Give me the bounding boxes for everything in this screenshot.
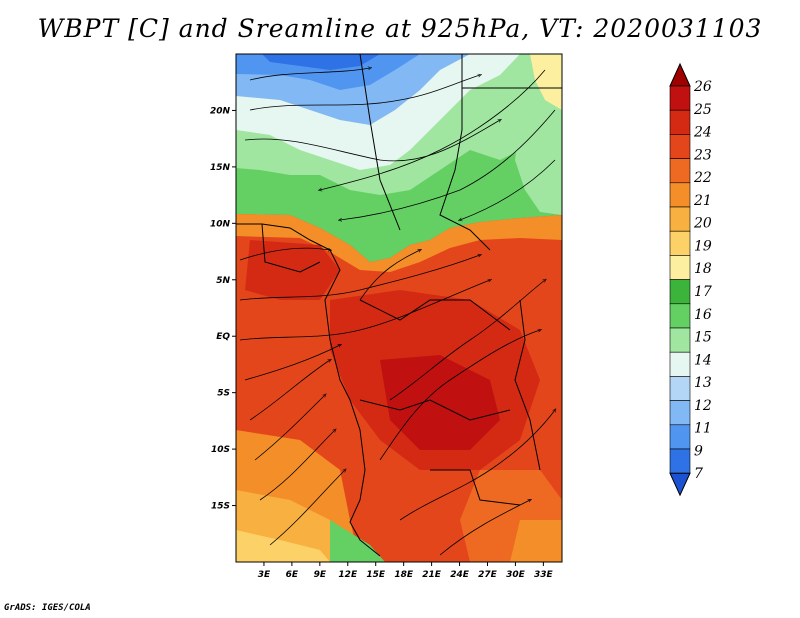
lat-tick-label: 15N xyxy=(210,163,231,173)
colorbar-segment xyxy=(669,303,691,329)
map-title: WBPT [C] and Sreamline at 925hPa, VT: 20… xyxy=(37,14,763,43)
lat-tick-label: 10S xyxy=(211,445,230,455)
longitude-axis: 3E 6E 9E 12E 15E 18E 21E 24E 27E 30E 33E xyxy=(258,562,554,580)
colorbar-segment xyxy=(669,182,691,208)
lat-tick-label: 10N xyxy=(210,219,231,229)
colorbar-segment xyxy=(669,230,691,256)
colorbar-segment xyxy=(669,424,691,450)
colorbar-top-triangle xyxy=(669,62,691,87)
colorbar-level-label: 15 xyxy=(694,330,712,346)
latitude-axis: 20N 15N 10N 5N EQ 5S 10S 15S xyxy=(210,106,236,512)
lon-tick-label: 24E xyxy=(450,570,470,580)
colorbar-level-label: 22 xyxy=(693,170,712,186)
colorbar-bottom-triangle xyxy=(669,472,691,497)
lon-tick-label: 3E xyxy=(258,570,271,580)
colorbar-level-label: 11 xyxy=(694,421,712,437)
lat-tick-label: EQ xyxy=(216,332,230,342)
lon-tick-label: 21E xyxy=(422,570,442,580)
lon-tick-label: 33E xyxy=(534,570,554,580)
colorbar-segment xyxy=(669,279,691,305)
colorbar-level-label: 26 xyxy=(693,79,712,95)
lon-tick-label: 9E xyxy=(314,570,327,580)
colorbar-segment xyxy=(669,255,691,280)
map-frame xyxy=(235,53,563,563)
colorbar-level-label: 16 xyxy=(694,307,712,323)
lon-tick-label: 12E xyxy=(338,570,358,580)
lat-tick-label: 15S xyxy=(211,502,230,512)
colorbar-segment xyxy=(669,376,691,401)
colorbar-level-label: 21 xyxy=(693,193,712,209)
colorbar-segment xyxy=(669,327,691,353)
temperature-field xyxy=(236,54,562,562)
colorbar-level-label: 13 xyxy=(694,375,712,391)
lat-tick-label: 20N xyxy=(210,106,231,116)
colorbar: 26 25 24 23 22 21 20 19 18 17 16 15 14 13 12 11 9 7 xyxy=(669,62,712,497)
colorbar-level-label: 25 xyxy=(693,102,712,118)
colorbar-level-label: 14 xyxy=(694,352,712,368)
colorbar-level-label: 20 xyxy=(693,216,712,232)
colorbar-segment xyxy=(669,85,691,111)
colorbar-level-label: 17 xyxy=(694,284,712,300)
colorbar-segment xyxy=(669,134,691,159)
colorbar-segment xyxy=(669,400,691,426)
coastlines-and-borders xyxy=(236,54,562,557)
colorbar-level-label: 23 xyxy=(693,147,712,163)
colorbar-segment xyxy=(669,158,691,184)
colorbar-segment xyxy=(669,351,691,377)
grads-credit: GrADS: IGES/COLA xyxy=(4,603,91,613)
colorbar-level-label: 18 xyxy=(694,261,712,277)
colorbar-segment xyxy=(669,206,691,232)
lon-tick-label: 15E xyxy=(366,570,386,580)
streamlines xyxy=(239,68,555,556)
colorbar-level-label: 19 xyxy=(694,238,712,254)
lat-tick-label: 5N xyxy=(216,276,230,286)
lat-tick-label: 5S xyxy=(217,389,230,399)
colorbar-level-label: 9 xyxy=(694,443,703,459)
colorbar-segment xyxy=(669,109,691,135)
colorbar-segment xyxy=(669,448,691,474)
lon-tick-label: 27E xyxy=(478,570,498,580)
colorbar-level-label: 12 xyxy=(694,398,712,414)
colorbar-level-label: 7 xyxy=(694,466,703,482)
lon-tick-label: 6E xyxy=(286,570,299,580)
lon-tick-label: 30E xyxy=(506,570,526,580)
colorbar-level-label: 24 xyxy=(693,125,712,141)
lon-tick-label: 18E xyxy=(394,570,414,580)
